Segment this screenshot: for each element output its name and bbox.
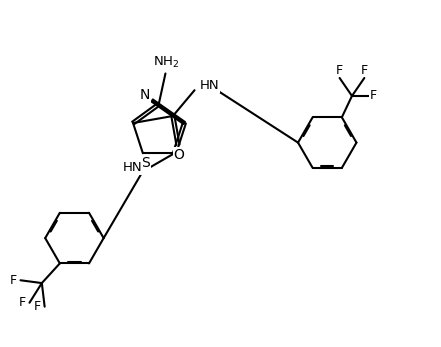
Text: F: F [19,296,26,309]
Text: F: F [34,300,41,313]
Text: F: F [336,64,343,77]
Text: HN: HN [200,79,220,92]
Text: F: F [370,90,377,102]
Text: F: F [10,274,17,287]
Text: O: O [174,148,184,162]
Text: HN: HN [123,161,142,174]
Text: F: F [361,64,368,77]
Text: S: S [141,156,150,170]
Text: NH$_2$: NH$_2$ [153,55,180,70]
Text: N: N [140,88,150,102]
